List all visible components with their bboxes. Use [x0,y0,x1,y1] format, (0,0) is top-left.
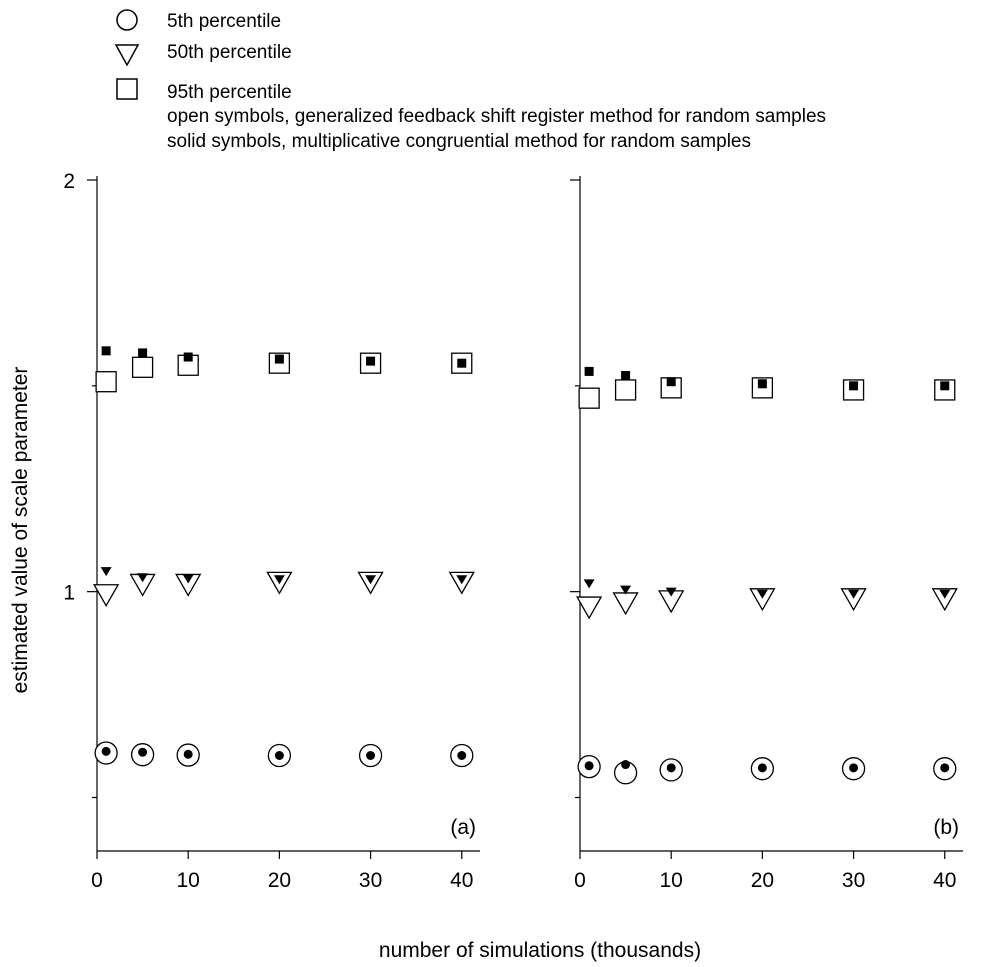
panel-a-solid-triangle-down-point [456,575,468,585]
panel-a-label: (a) [450,816,476,839]
panel-a-open-triangle-down-point [92,584,120,608]
panel-a-solid-triangle-down-point [273,575,285,585]
y-axis-title: estimated value of scale parameter [9,367,32,694]
panel-b-x-tick-label: 40 [933,869,956,892]
panel-b-solid-circle-point [666,763,676,773]
panel-a-solid-square-point [138,348,148,358]
panel-b-solid-triangle-down-point [620,585,632,595]
panel-a-x-tick-label: 40 [450,869,473,892]
panel-b-solid-square-point [584,366,594,376]
panel-a-solid-triangle-down-point [100,567,112,577]
panel-b: 0 10 20 30 40 (b) [570,176,963,892]
panel-a-open-square-point [95,371,117,393]
panel-b-solid-square-point [621,371,631,381]
panel-a-solid-square-point [101,346,111,356]
legend-label-50th: 50th percentile [167,42,292,63]
panel-b-open-triangle-down-point [931,588,958,612]
panel-b-solid-triangle-down-point [583,579,595,589]
panel-a-solid-triangle-down-point [137,573,149,583]
panel-b-x-tick-label: 0 [574,869,586,892]
panel-b-open-square-point [578,387,600,409]
panel-b-solid-triangle-down-point [665,587,677,597]
panel-a-y-tick-label: 2 [63,170,75,193]
panel-b-solid-triangle-down-point [756,589,768,599]
legend-note-open: open symbols, generalized feedback shift… [167,106,826,127]
legend-label-5th: 5th percentile [167,11,281,32]
panel-a-solid-square-point [366,356,376,366]
legend-label-95th: 95th percentile [167,82,292,103]
panel-b-solid-square-point [666,377,676,387]
legend-square-icon [116,78,138,100]
panel-a-open-triangle-down-point [175,573,202,597]
legend-triangle-icon [114,44,140,67]
panel-b-open-triangle-down-point [840,588,867,612]
panel-a-solid-triangle-down-point [182,574,194,584]
panel-a-x-tick-label: 20 [268,869,291,892]
panel-b-open-triangle-down-point [575,596,603,620]
panel-a-solid-triangle-down-point [365,575,377,585]
panel-b-solid-circle-point [621,760,631,770]
panel-a-solid-circle-point [274,750,284,760]
panel-b-x-tick-label: 10 [660,869,683,892]
legend: 5th percentile 50th percentile 95th perc… [114,9,826,152]
panel-a-y-tick-label: 1 [63,582,75,605]
panel-b-solid-square-point [757,379,767,389]
panel-a-solid-circle-point [366,750,376,760]
panel-a-solid-circle-point [457,750,467,760]
panel-b-label: (b) [933,816,959,839]
panel-b-solid-triangle-down-point [939,589,951,599]
panel-a-solid-square-point [457,358,467,368]
panel-a-x-tick-label: 0 [91,869,103,892]
panel-b-solid-square-point [940,381,950,391]
legend-circle-icon [116,9,138,31]
panel-a-solid-square-point [274,354,284,364]
panel-b-open-triangle-down-point [749,588,776,612]
panel-a-solid-circle-point [183,749,193,759]
panel-a-solid-circle-point [101,746,111,756]
panel-a-solid-circle-point [138,747,148,757]
panel-b-solid-square-point [849,381,859,391]
panel-b-open-square-point [614,379,637,401]
panel-a-x-tick-label: 30 [359,869,382,892]
x-axis-title: number of simulations (thousands) [379,939,701,962]
panel-b-solid-triangle-down-point [848,589,860,599]
panel-b-x-tick-label: 30 [842,869,865,892]
panel-b-solid-circle-point [849,763,859,773]
legend-note-solid: solid symbols, multiplicative congruenti… [167,131,751,152]
panel-b-solid-circle-point [584,761,594,771]
panel-a-open-square-point [131,356,154,378]
panel-b-solid-circle-point [940,763,950,773]
panel-a-solid-square-point [183,352,193,362]
panel-b-open-triangle-down-point [612,592,639,616]
panel-b-x-tick-label: 20 [751,869,774,892]
panel-b-solid-circle-point [757,763,767,773]
panel-a: 0 10 20 30 40 1 2 (a) [63,170,480,892]
panel-a-x-tick-label: 10 [177,869,200,892]
